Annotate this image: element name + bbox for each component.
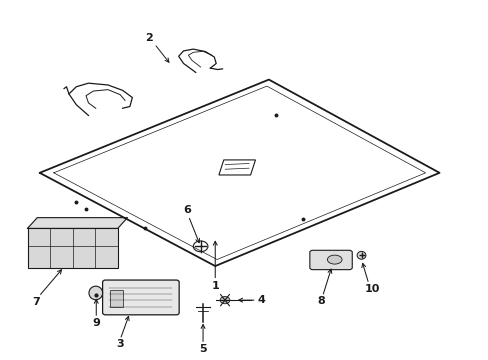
Text: 8: 8 [317, 296, 324, 306]
Text: 3: 3 [116, 339, 123, 349]
Text: 7: 7 [32, 297, 40, 307]
Text: 2: 2 [145, 33, 153, 43]
Text: 1: 1 [211, 281, 219, 291]
Ellipse shape [327, 255, 341, 264]
Text: 5: 5 [199, 344, 206, 354]
Circle shape [220, 297, 229, 304]
Polygon shape [27, 228, 118, 268]
Ellipse shape [356, 251, 365, 259]
Ellipse shape [89, 286, 102, 300]
Polygon shape [27, 218, 127, 228]
FancyBboxPatch shape [309, 250, 351, 270]
Text: 6: 6 [183, 206, 190, 216]
FancyBboxPatch shape [110, 290, 122, 307]
Text: 4: 4 [257, 295, 265, 305]
Text: 9: 9 [92, 319, 100, 328]
FancyBboxPatch shape [102, 280, 179, 315]
Text: 10: 10 [364, 284, 379, 294]
